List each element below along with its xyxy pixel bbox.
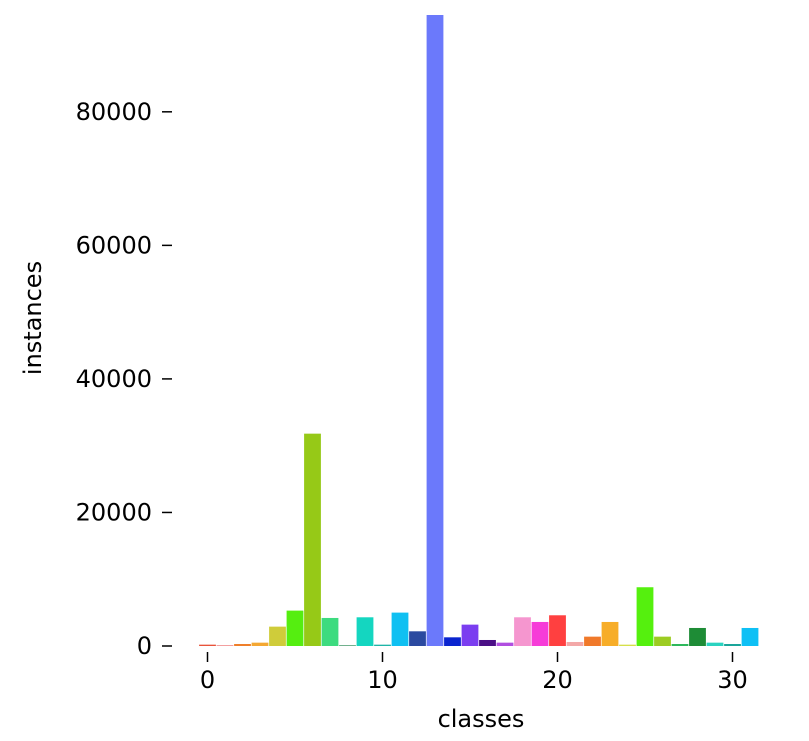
x-tick-label: 0	[200, 666, 215, 694]
bar-class-14	[444, 637, 461, 646]
bar-class-5	[286, 610, 304, 646]
bar-class-25	[636, 587, 654, 646]
bar-class-11	[391, 612, 409, 646]
y-axis: 0 20000 40000 60000 80000	[76, 98, 172, 660]
bar-class-10	[374, 644, 391, 646]
bar-class-13	[426, 15, 444, 646]
bar-class-8	[339, 645, 356, 646]
bars-layer	[199, 15, 759, 646]
bar-class-1	[216, 645, 234, 646]
bar-class-23	[601, 621, 619, 646]
x-tick-label: 10	[367, 666, 398, 694]
y-tick-label: 60000	[76, 231, 152, 259]
bar-class-24	[619, 644, 636, 646]
bar-class-0	[199, 644, 216, 646]
bar-class-6	[304, 433, 321, 646]
x-axis: 0 10 20 30	[200, 652, 748, 694]
y-tick-label: 20000	[76, 498, 152, 526]
x-tick-label: 30	[717, 666, 748, 694]
bar-class-3	[251, 642, 269, 646]
bar-class-7	[321, 617, 339, 646]
bar-class-20	[549, 615, 566, 646]
bar-class-22	[584, 636, 601, 646]
bar-class-19	[531, 621, 549, 646]
bar-class-26	[654, 636, 671, 646]
y-tick-label: 0	[137, 632, 152, 660]
bar-class-2	[234, 644, 251, 646]
bar-class-21	[566, 641, 584, 646]
bar-class-29	[706, 642, 724, 646]
bar-class-16	[479, 639, 496, 646]
bar-class-18	[514, 617, 531, 646]
y-tick-label: 80000	[76, 98, 152, 126]
bar-class-15	[461, 624, 479, 646]
bar-class-12	[409, 631, 426, 646]
y-tick-label: 40000	[76, 365, 152, 393]
bar-class-27	[671, 644, 689, 646]
bar-class-17	[496, 642, 514, 646]
bar-class-4	[269, 626, 286, 646]
x-axis-label: classes	[438, 705, 525, 733]
x-tick-label: 20	[542, 666, 573, 694]
y-axis-label: instances	[19, 261, 47, 375]
bar-class-30	[724, 644, 741, 646]
bar-class-9	[356, 617, 374, 646]
bar-class-31	[741, 627, 759, 646]
bar-class-28	[689, 627, 706, 646]
